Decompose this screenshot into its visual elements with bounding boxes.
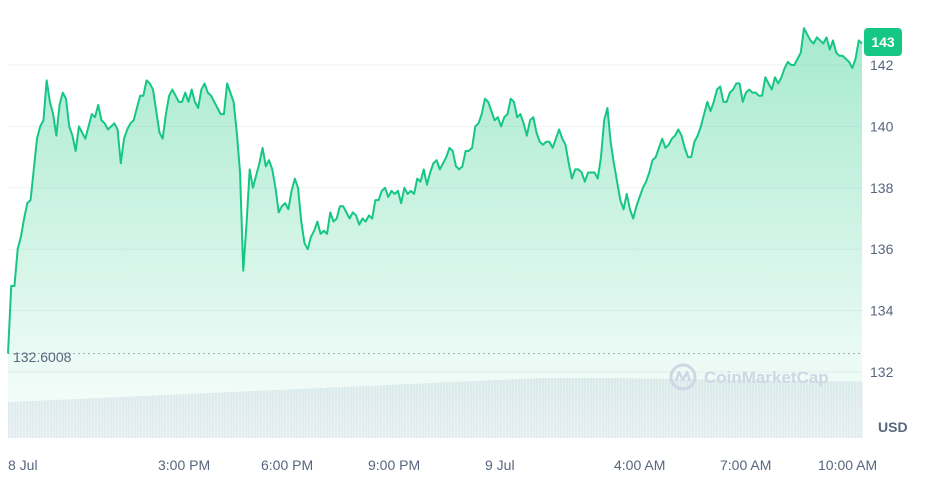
watermark: CoinMarketCap bbox=[669, 363, 829, 391]
x-tick-label: 10:00 AM bbox=[818, 457, 877, 473]
y-tick-label: 140 bbox=[870, 118, 894, 134]
y-axis: 132 134 136 138 140 142 bbox=[870, 57, 894, 380]
y-tick-label: 132 bbox=[870, 364, 894, 380]
x-tick-label: 9:00 PM bbox=[368, 457, 420, 473]
price-line bbox=[7, 27, 863, 354]
x-axis: 8 Jul 3:00 PM 6:00 PM 9:00 PM 9 Jul 4:00 AM 7:… bbox=[8, 457, 877, 473]
y-tick-label: 136 bbox=[870, 241, 894, 257]
coinmarketcap-logo-wave bbox=[674, 370, 692, 382]
current-price-badge-bg bbox=[864, 28, 902, 56]
y-tick-label: 134 bbox=[870, 303, 894, 319]
x-tick-label: 6:00 PM bbox=[261, 457, 313, 473]
current-price-value: 143 bbox=[871, 34, 895, 50]
open-price-label: 132.6008 bbox=[13, 349, 72, 365]
watermark-text: CoinMarketCap bbox=[704, 368, 829, 387]
x-tick-label: 3:00 PM bbox=[158, 457, 210, 473]
y-tick-label: 142 bbox=[870, 57, 894, 73]
y-tick-label: 138 bbox=[870, 180, 894, 196]
x-tick-label: 9 Jul bbox=[485, 457, 515, 473]
x-tick-label: 4:00 AM bbox=[614, 457, 665, 473]
x-tick-label: 7:00 AM bbox=[720, 457, 771, 473]
x-tick-label: 8 Jul bbox=[8, 457, 38, 473]
currency-unit: USD bbox=[878, 419, 908, 435]
price-area bbox=[8, 28, 862, 438]
coinmarketcap-logo-icon bbox=[669, 363, 697, 391]
current-price-badge: 143 bbox=[864, 28, 902, 56]
